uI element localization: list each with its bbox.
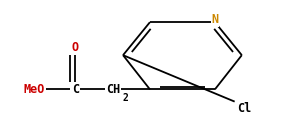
Text: MeO: MeO bbox=[24, 83, 45, 96]
Text: C: C bbox=[72, 83, 79, 96]
Text: O: O bbox=[72, 41, 79, 54]
Text: Cl: Cl bbox=[238, 102, 252, 116]
Text: 2: 2 bbox=[122, 93, 128, 103]
Text: N: N bbox=[211, 13, 218, 26]
Text: CH: CH bbox=[106, 83, 120, 96]
